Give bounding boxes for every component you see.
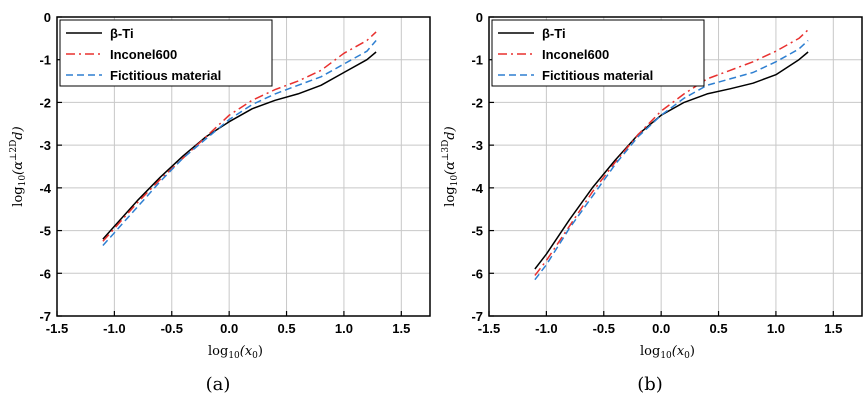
legend-box <box>59 19 273 87</box>
legend-label-1: Inconel600 <box>542 47 609 62</box>
legend-label-0: β-Ti <box>542 26 566 41</box>
x-tick-label: -0.5 <box>593 321 615 336</box>
y-label-sub: 10 <box>450 175 460 187</box>
y-tick-label: -3 <box>39 138 51 153</box>
x-label-base: log <box>640 344 660 359</box>
y-label-var: (α <box>11 161 26 175</box>
panel-b: -1.5 -1.0 -0.5 0.0 0.5 1.0 1.5-7-6-5-4-3-2-10l… <box>441 10 863 395</box>
x-label-var: (x <box>672 344 685 359</box>
series-line-1 <box>534 29 809 276</box>
legend-label-1: Inconel600 <box>110 47 177 62</box>
panel-a: -1.5 -1.0 -0.5 0.0 0.5 1.0 1.5-7-6-5-4-3-2-10l… <box>9 10 431 395</box>
x-tick-label: 1.0 <box>767 321 785 336</box>
y-tick-label: -7 <box>39 309 51 324</box>
y-label-sup: ⊥2D <box>9 140 19 161</box>
panel-caption: (b) <box>637 374 663 395</box>
x-tick-label: 0.5 <box>277 321 295 336</box>
series-line-0 <box>534 51 809 270</box>
x-axis-label: log10(x0) <box>208 344 263 361</box>
y-tick-label: -1 <box>39 53 51 68</box>
y-tick-label: 0 <box>476 10 483 25</box>
y-tick-label: -5 <box>39 224 51 239</box>
x-label-tail: ) <box>690 344 695 359</box>
series-line-2 <box>102 40 377 247</box>
plot-frame <box>488 16 863 317</box>
y-label-sub: 10 <box>18 175 28 187</box>
y-tick-label: -4 <box>39 181 51 196</box>
x-tick-label: -1.5 <box>478 321 500 336</box>
y-tick-label: -2 <box>39 95 51 110</box>
legend-label-0: β-Ti <box>110 26 134 41</box>
x-tick-label: -0.5 <box>161 321 183 336</box>
series-line-1 <box>102 31 377 242</box>
legend-label-2: Fictitious material <box>110 68 221 83</box>
x-label-sub: 10 <box>660 351 672 361</box>
series-line-0 <box>102 51 377 240</box>
x-label-sub: 10 <box>228 351 240 361</box>
x-tick-label: 1.0 <box>335 321 353 336</box>
plot-frame <box>56 16 431 317</box>
y-axis-label: log10(α⊥3Dd) <box>441 126 460 206</box>
legend: β-Ti Inconel600 Fictitious material <box>59 19 273 87</box>
panel-caption: (a) <box>206 374 231 395</box>
y-tick-label: -2 <box>471 95 483 110</box>
y-tick-label: -1 <box>471 53 483 68</box>
y-tick-label: -6 <box>471 266 483 281</box>
y-label-base: log <box>443 186 458 206</box>
y-label-base: log <box>11 186 26 206</box>
y-label-tail: d) <box>11 126 26 139</box>
y-label-tail: d) <box>443 126 458 139</box>
y-tick-label: -4 <box>471 181 483 196</box>
x-tick-label: -1.0 <box>103 321 125 336</box>
legend-box <box>491 19 705 87</box>
x-tick-label: 0.0 <box>220 321 238 336</box>
x-tick-label: 0.5 <box>709 321 727 336</box>
x-tick-label: -1.0 <box>535 321 557 336</box>
x-label-var: (x <box>240 344 253 359</box>
y-tick-label: -3 <box>471 138 483 153</box>
series-line-2 <box>534 39 809 281</box>
x-axis-label: log10(x0) <box>640 344 695 361</box>
x-label-base: log <box>208 344 228 359</box>
legend-label-2: Fictitious material <box>542 68 653 83</box>
x-label-sub2: 0 <box>252 351 258 361</box>
x-tick-label: 0.0 <box>652 321 670 336</box>
x-label-sub2: 0 <box>684 351 690 361</box>
x-tick-label: 1.5 <box>392 321 410 336</box>
y-tick-label: -7 <box>471 309 483 324</box>
y-label-sup: ⊥3D <box>441 140 451 161</box>
x-tick-label: -1.5 <box>46 321 68 336</box>
y-tick-label: -5 <box>471 224 483 239</box>
legend: β-Ti Inconel600 Fictitious material <box>491 19 705 87</box>
x-label-tail: ) <box>258 344 263 359</box>
y-label-var: (α <box>443 161 458 175</box>
x-tick-label: 1.5 <box>824 321 842 336</box>
y-tick-label: -6 <box>39 266 51 281</box>
y-axis-label: log10(α⊥2Dd) <box>9 126 28 206</box>
y-tick-label: 0 <box>44 10 51 25</box>
